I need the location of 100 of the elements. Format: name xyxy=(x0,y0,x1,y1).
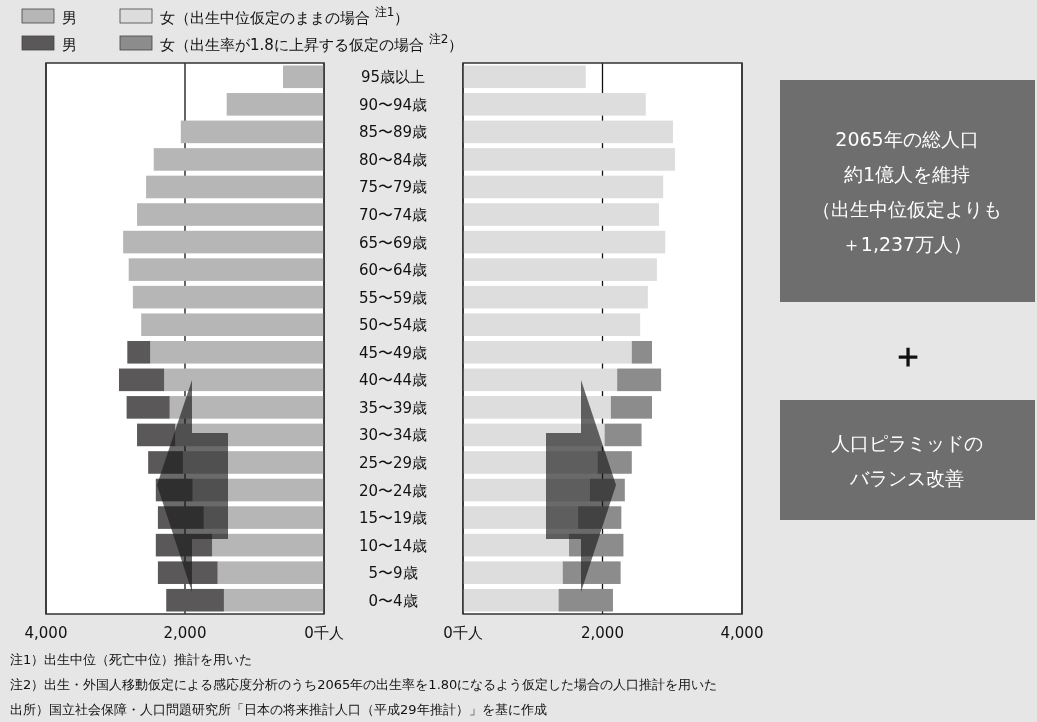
x-tick-label: 0千人 xyxy=(304,624,344,642)
legend-label: 男 xyxy=(62,9,77,27)
bar xyxy=(128,258,324,281)
bar xyxy=(226,93,324,116)
bar xyxy=(463,533,570,557)
bar xyxy=(146,175,324,199)
x-tick-label: 0千人 xyxy=(443,624,483,642)
bar xyxy=(175,423,324,447)
bar xyxy=(148,451,183,474)
bar xyxy=(463,203,659,226)
bar xyxy=(463,230,666,254)
bar xyxy=(150,340,324,364)
bar xyxy=(463,478,590,502)
x-tick-label: 2,000 xyxy=(163,624,207,642)
bar xyxy=(463,148,676,171)
bar xyxy=(463,451,598,474)
bar xyxy=(562,561,621,584)
bar xyxy=(463,561,563,584)
bar xyxy=(141,313,324,337)
y-tick-label: 20〜24歳 xyxy=(358,481,428,500)
text: 出所）国立社会保障・人口問題研究所「日本の将来推計人口（平成29年推計）」を基に作成 xyxy=(10,702,547,717)
bar xyxy=(463,340,632,364)
bar xyxy=(217,561,324,584)
bar xyxy=(155,478,193,502)
text: ＋1,237万人） xyxy=(841,232,973,255)
bar xyxy=(283,65,324,89)
x-tick-label: 4,000 xyxy=(24,624,68,642)
text: 注2）出生・外国人移動仮定による感応度分析のうち2065年の出生率を1.80になるよう仮定した場合の人口推計を用いた xyxy=(10,677,718,692)
bar xyxy=(157,506,204,529)
y-tick-label: 90〜94歳 xyxy=(358,95,428,114)
bar xyxy=(153,148,324,171)
legend-label: 男 xyxy=(62,36,77,54)
y-tick-label: 80〜84歳 xyxy=(358,150,428,169)
bar xyxy=(223,588,324,612)
y-tick-label: 30〜34歳 xyxy=(358,426,428,445)
y-tick-label: 15〜19歳 xyxy=(358,509,428,528)
text: ＋ xyxy=(891,335,925,375)
bar xyxy=(463,506,579,529)
bar xyxy=(463,93,646,116)
x-tick-label: 4,000 xyxy=(720,624,764,642)
y-tick-label: 5〜9歳 xyxy=(368,564,418,583)
bar xyxy=(123,230,324,254)
bar xyxy=(578,506,622,529)
y-tick-label: 70〜74歳 xyxy=(358,206,428,225)
bar xyxy=(137,203,324,226)
y-tick-label: 60〜64歳 xyxy=(358,261,428,280)
bar xyxy=(127,340,151,364)
bar xyxy=(132,285,324,309)
y-tick-label: 75〜79歳 xyxy=(358,178,428,197)
bar xyxy=(463,368,618,392)
bar xyxy=(463,120,673,144)
text: 人口ピラミッドの xyxy=(831,431,983,454)
y-tick-label: 50〜54歳 xyxy=(358,316,428,335)
text: 約1億人を維持 xyxy=(843,162,971,185)
bar xyxy=(180,120,324,144)
bar xyxy=(192,478,324,502)
y-tick-label: 0〜4歳 xyxy=(368,591,418,610)
legend-label: 女（出生率が1.8に上昇する仮定の場合 $^{注2}$） xyxy=(160,32,464,54)
y-tick-label: 45〜49歳 xyxy=(358,343,428,362)
bar xyxy=(631,340,653,364)
bar xyxy=(157,561,218,584)
bar xyxy=(212,533,324,557)
legend-label: 女（出生中位仮定のままの場合 $^{注1}$） xyxy=(160,5,410,27)
bar xyxy=(589,478,625,502)
bar xyxy=(463,65,586,89)
x-tick-label: 2,000 xyxy=(581,624,624,642)
text: （出生中位仮定よりも xyxy=(812,197,1002,220)
bar xyxy=(463,423,605,447)
bar xyxy=(463,285,648,309)
bar xyxy=(463,175,664,199)
bar xyxy=(463,588,559,612)
y-tick-label: 10〜14歳 xyxy=(358,536,428,555)
bar xyxy=(126,396,170,419)
bar xyxy=(463,258,657,281)
y-tick-label: 65〜69歳 xyxy=(358,233,428,252)
bar xyxy=(166,588,224,612)
bar xyxy=(169,396,324,419)
bar xyxy=(610,396,653,419)
y-tick-label: 95歳以上 xyxy=(360,68,426,87)
bar xyxy=(164,368,324,392)
text: 2065年の総人口 xyxy=(835,127,979,150)
bar xyxy=(463,313,641,337)
bar xyxy=(604,423,642,447)
y-tick-label: 40〜44歳 xyxy=(358,371,428,390)
bar xyxy=(569,533,624,557)
y-tick-label: 85〜89歳 xyxy=(358,123,428,142)
bar xyxy=(137,423,176,447)
text: 注1）出生中位（死亡中位）推計を用いた xyxy=(10,652,253,667)
bar xyxy=(155,533,213,557)
text: バランス改善 xyxy=(849,466,964,489)
y-tick-label: 55〜59歳 xyxy=(358,288,428,307)
bar xyxy=(558,588,613,612)
y-tick-label: 25〜29歳 xyxy=(358,453,428,472)
bar xyxy=(463,396,611,419)
y-tick-label: 35〜39歳 xyxy=(358,398,428,417)
bar xyxy=(182,451,324,474)
bar xyxy=(203,506,324,529)
bar xyxy=(118,368,165,392)
bar xyxy=(597,451,632,474)
bar xyxy=(617,368,662,392)
